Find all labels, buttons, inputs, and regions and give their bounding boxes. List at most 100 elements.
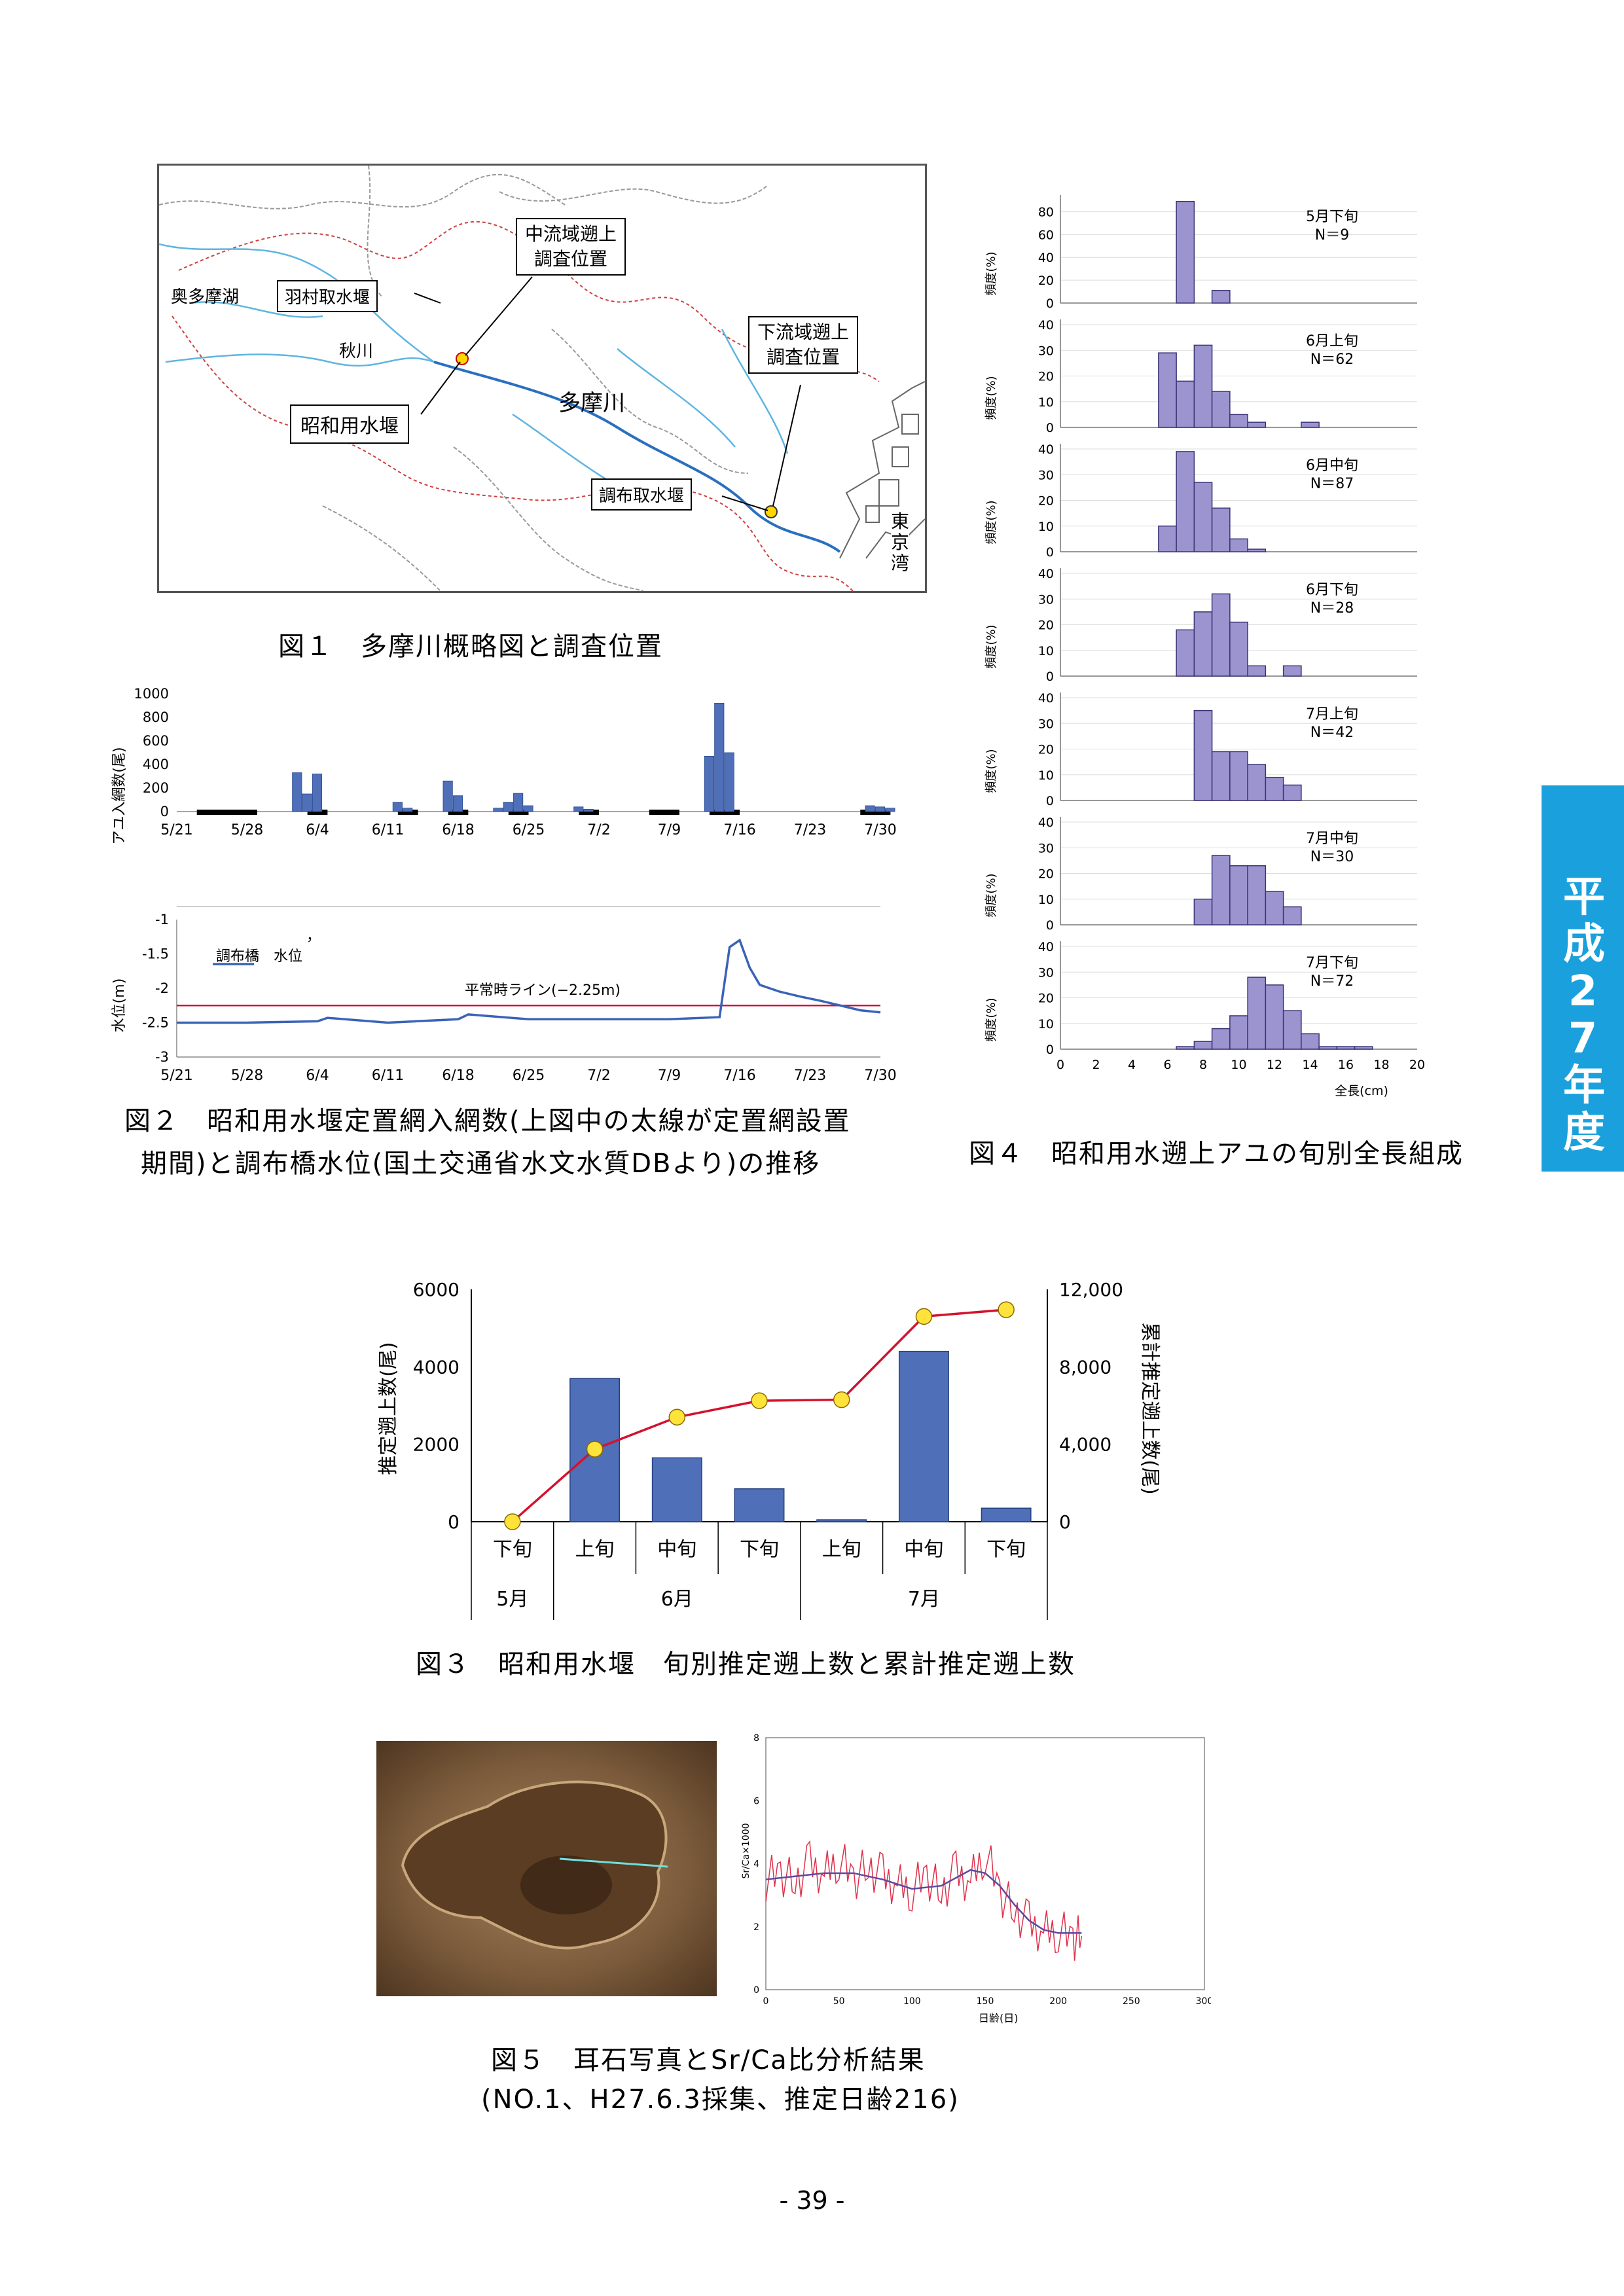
fig2-bottom-xtick: 5/28 xyxy=(231,1067,263,1084)
label-akigawa: 秋川 xyxy=(339,342,374,361)
fig5-caption-line2: (NO.1、H27.6.3採集、推定日齢216) xyxy=(481,2085,960,2115)
fig2-catch-bar xyxy=(403,808,413,812)
fig4-ytick: 80 xyxy=(1038,205,1054,219)
fig4-bar xyxy=(1265,984,1284,1050)
showa-weir-marker[interactable] xyxy=(456,352,469,365)
fig3-cumulative-point xyxy=(668,1408,686,1426)
fig2-catch-bar xyxy=(573,806,584,812)
fig2-net-period-bar xyxy=(709,810,740,815)
fig4-bar xyxy=(1193,482,1213,552)
fig4-panel-title: 6月下旬 xyxy=(1306,582,1358,598)
fig2-bottom-xtick: 7/30 xyxy=(864,1067,896,1084)
fig2-top-ytick: 400 xyxy=(143,757,169,772)
fig3-period-label: 下旬 xyxy=(493,1538,532,1561)
fig4-panel-title: 6月上旬 xyxy=(1306,333,1358,350)
fig4-xtick: 18 xyxy=(1373,1058,1389,1072)
fig2-net-period-bar xyxy=(196,810,257,815)
fig4-ytick: 0 xyxy=(1046,296,1054,311)
fig2-net-period-bar xyxy=(508,810,529,815)
fig3-svg: 6000 4000 2000 0 12,000 8,000 4,000 0 下旬 上旬 中旬 下旬 上旬… xyxy=(413,1279,1123,1620)
fig4-panel-n: N＝72 xyxy=(1310,973,1354,990)
fig4-bar xyxy=(1336,1046,1356,1050)
fig4-bar xyxy=(1229,538,1248,552)
fig3-month-label: 7月 xyxy=(908,1588,940,1611)
fig2-bottom-ylabel: 水位(m) xyxy=(111,978,128,1033)
label-karyuu-box: 下流域遡上 調査位置 xyxy=(748,316,859,374)
fig3-cumulative-point xyxy=(998,1301,1015,1318)
fig4-bar xyxy=(1229,1015,1248,1050)
fig2-water-level-line xyxy=(177,938,881,1024)
otolith-photo xyxy=(376,1741,717,1996)
fig4-panel-title: 6月中旬 xyxy=(1306,457,1358,474)
fig3-right-ytick: 12,000 xyxy=(1059,1279,1123,1300)
fig2-catch-bar xyxy=(442,780,453,812)
fig4-bar xyxy=(1211,751,1231,801)
fig4-ytick: 40 xyxy=(1038,567,1054,581)
fig2-bottom-xtick: 6/11 xyxy=(372,1067,404,1084)
fig3-left-ytick: 2000 xyxy=(413,1434,460,1456)
fig4-ytick: 20 xyxy=(1038,743,1054,757)
fig5-smooth-line xyxy=(765,1869,1082,1934)
label-tokyo-bay: 東京湾 xyxy=(891,511,910,574)
label-chuuryuu-l2: 調査位置 xyxy=(534,248,608,270)
chofu-weir-marker[interactable] xyxy=(765,505,778,518)
label-chofu-box: 調布取水堰 xyxy=(591,478,693,511)
fig4-ylabel: 頻度(%) xyxy=(984,997,998,1041)
fig4-ytick: 20 xyxy=(1038,992,1054,1006)
fig4-ytick: 40 xyxy=(1038,816,1054,830)
fig4-panel-title: 7月中旬 xyxy=(1306,831,1358,847)
fig2-top-xtick: 7/9 xyxy=(658,822,681,838)
fig3-period-label: 上旬 xyxy=(822,1538,861,1561)
fig4-bar xyxy=(1211,391,1231,428)
label-karyuu-l2: 調査位置 xyxy=(767,346,840,368)
fig1-caption: 図１ 多摩川概略図と調査位置 xyxy=(278,632,663,662)
fig3-ylabel-left: 推定遡上数(尾) xyxy=(377,1342,400,1475)
fig4-ytick: 20 xyxy=(1038,370,1054,384)
fig2-catch-bar xyxy=(302,793,312,812)
fig2-chart: 1000 800 600 400 200 0 5/21 5/28 6/4 6/11 6/18 6/25… xyxy=(98,681,897,1086)
fig4-ytick: 0 xyxy=(1046,545,1054,560)
fig2-bottom-ytick: -2.5 xyxy=(142,1015,169,1031)
fig4-xtick: 6 xyxy=(1163,1058,1171,1072)
year-side-tab-text: 平成27年度 xyxy=(1542,874,1624,1157)
fig5-ylabel: Sr/Ca×1000 xyxy=(741,1823,751,1879)
fig4-bar xyxy=(1193,611,1213,677)
fig4-bar xyxy=(1176,629,1195,677)
fig3-chart: 6000 4000 2000 0 12,000 8,000 4,000 0 下旬 上旬 中旬 下旬 上旬… xyxy=(353,1270,1204,1636)
fig4-ytick: 20 xyxy=(1038,619,1054,633)
fig4-ytick: 40 xyxy=(1038,251,1054,265)
fig2-top-ytick: 200 xyxy=(143,780,169,796)
fig2-net-period-bar xyxy=(579,810,599,815)
fig2-catch-bar xyxy=(875,806,886,812)
year-side-tab: 平成27年度 xyxy=(1542,785,1624,1172)
fig5-xtick: 50 xyxy=(833,1996,845,2007)
fig4-bar xyxy=(1193,899,1213,925)
fig2-bottom-ytick: -3 xyxy=(155,1049,169,1065)
fig2-catch-bar xyxy=(292,772,302,812)
label-tamagawa: 多摩川 xyxy=(558,390,625,416)
fig4-bar xyxy=(1282,665,1302,677)
fig2-top-xtick: 6/4 xyxy=(306,822,329,838)
fig4-ytick: 40 xyxy=(1038,691,1054,706)
fig4-bar xyxy=(1158,526,1177,552)
fig4-xtick: 14 xyxy=(1302,1058,1318,1072)
fig3-bar xyxy=(898,1350,949,1522)
label-showa: 昭和用水堰 xyxy=(300,415,399,438)
fig4-bar xyxy=(1193,1041,1213,1050)
fig5-ytick: 8 xyxy=(753,1733,759,1744)
fig4-ytick: 10 xyxy=(1038,1017,1054,1031)
fig2-top-ytick: 800 xyxy=(143,709,169,725)
fig4-ytick: 60 xyxy=(1038,228,1054,242)
fig2-caption-line2: 期間)と調布橋水位(国土交通省水文水質DBより)の推移 xyxy=(141,1149,821,1179)
fig4-panel-title: 5月下旬 xyxy=(1306,209,1358,225)
fig2-bottom-ytick: -2 xyxy=(155,980,169,996)
fig4-bar xyxy=(1176,451,1195,552)
fig2-catch-bar xyxy=(865,805,875,812)
fig3-right-ytick: 4,000 xyxy=(1059,1434,1111,1456)
fig4-panel-n: N＝9 xyxy=(1315,227,1349,243)
fig4-ytick: 10 xyxy=(1038,395,1054,410)
fig4-ytick: 20 xyxy=(1038,867,1054,882)
fig5-svg: 0 50 100 150 200 250 300 8 6 4 2 0 xyxy=(753,1733,1213,2007)
fig4-bar xyxy=(1247,764,1267,801)
fig4-bar xyxy=(1176,200,1195,304)
